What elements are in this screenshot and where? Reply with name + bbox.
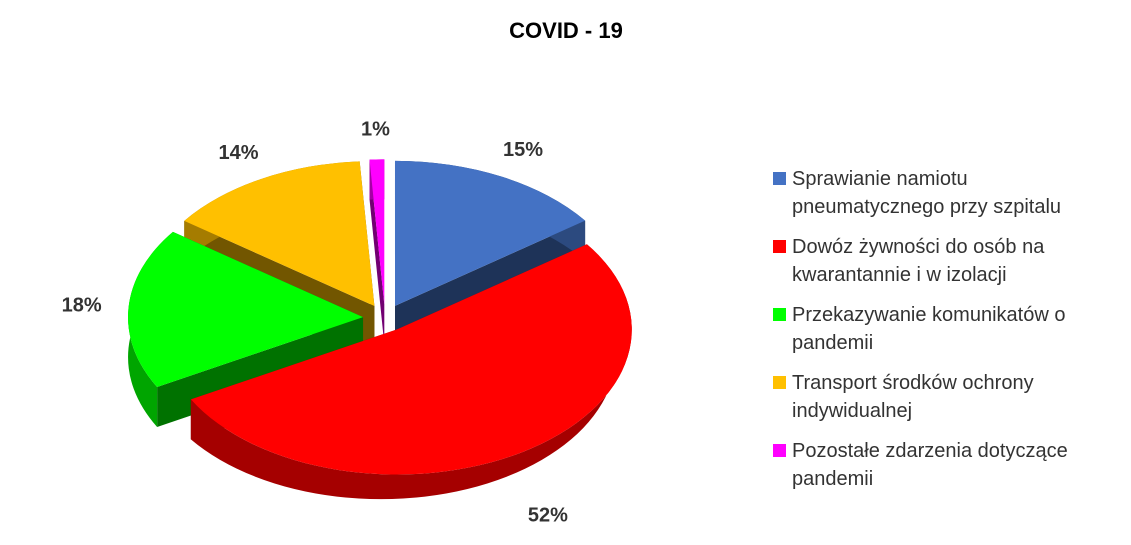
data-label: 15% (503, 139, 543, 161)
legend-swatch (773, 376, 786, 389)
slice (184, 161, 375, 307)
legend: Sprawianie namiotu pneumatycznego przy s… (773, 165, 1123, 505)
slice (369, 159, 385, 305)
legend-label: Przekazywanie komunikatów o pandemii (792, 304, 1066, 354)
data-label: 18% (62, 294, 102, 316)
legend-label: Pozostałe zdarzenia dotyczące pandemii (792, 440, 1068, 490)
slice (190, 244, 632, 475)
legend-label: Dowóz żywności do osób na kwarantannie i… (792, 236, 1045, 286)
slice (190, 244, 632, 500)
legend-swatch (773, 308, 786, 321)
legend-item: Pozostałe zdarzenia dotyczące pandemii (773, 437, 1123, 493)
legend-item: Sprawianie namiotu pneumatycznego przy s… (773, 165, 1123, 221)
slice (394, 160, 586, 306)
slice (128, 231, 364, 387)
legend-item: Dowóz żywności do osób na kwarantannie i… (773, 233, 1123, 289)
slice-side (369, 159, 385, 345)
data-label: 52% (528, 505, 568, 527)
data-label: 1% (361, 119, 390, 141)
chart-title: COVID - 19 (509, 18, 623, 43)
slice (369, 159, 385, 345)
legend-item: Przekazywanie komunikatów o pandemii (773, 301, 1123, 357)
legend-swatch (773, 444, 786, 457)
legend-item: Transport środków ochrony indywidualnej (773, 369, 1123, 425)
legend-label: Sprawianie namiotu pneumatycznego przy s… (792, 168, 1062, 218)
legend-label: Transport środków ochrony indywidualnej (792, 372, 1034, 422)
legend-swatch (773, 240, 786, 253)
data-label: 14% (219, 142, 259, 164)
legend-swatch (773, 172, 786, 185)
